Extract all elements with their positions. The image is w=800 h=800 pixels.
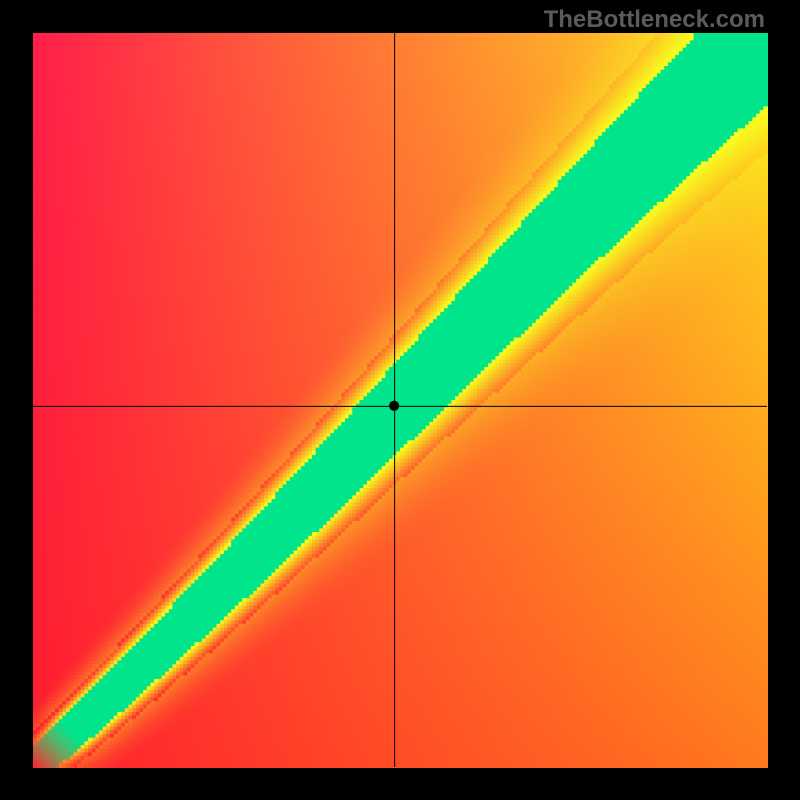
chart-root: TheBottleneck.com	[0, 0, 800, 800]
bottleneck-heatmap	[0, 0, 800, 800]
